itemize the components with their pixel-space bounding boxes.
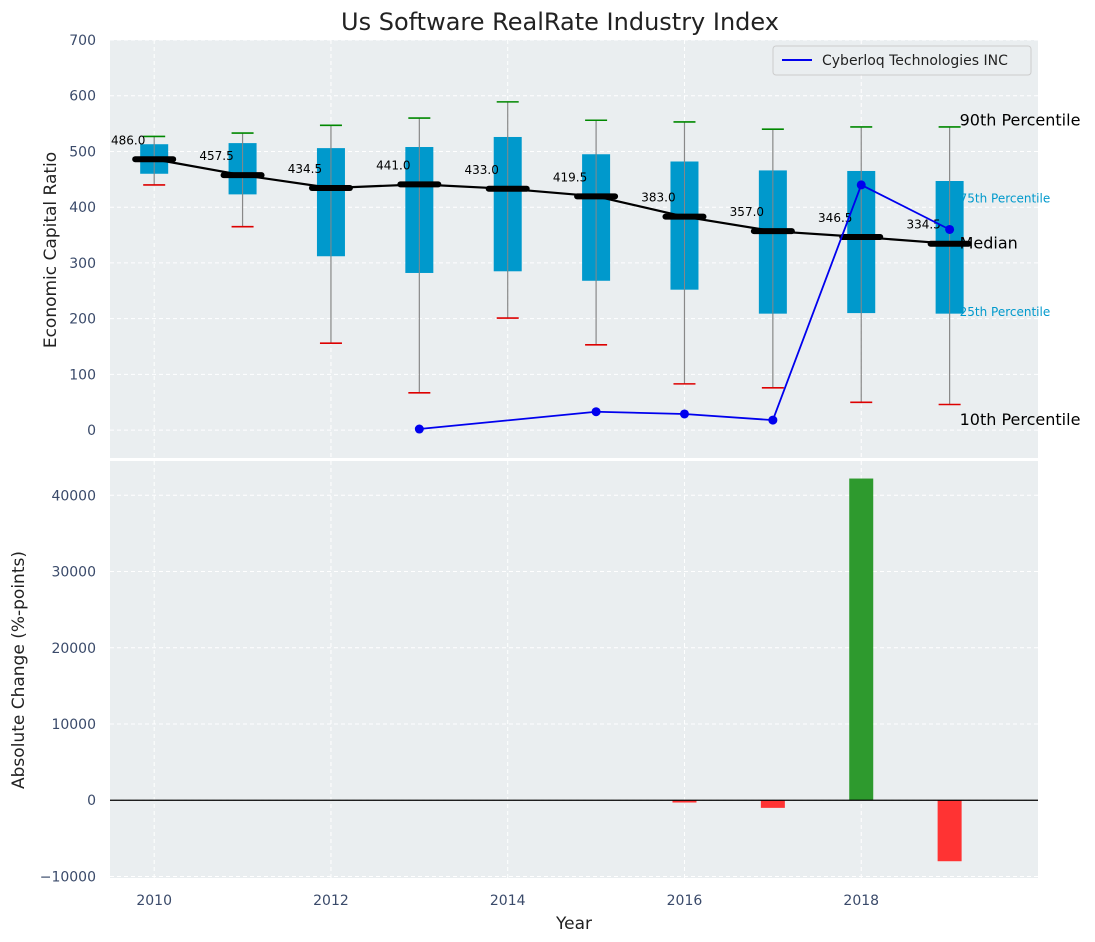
change-bars [672,478,962,862]
median-value-label: 334.5 [906,218,940,232]
top-y-tick: 500 [69,144,96,160]
percentile-label-p90: 90th Percentile [960,110,1081,129]
median-value-label: 441.0 [376,158,410,172]
bottom-plot-area [110,461,1038,878]
x-tick: 2014 [490,893,526,909]
bottom-y-tick: −10000 [40,869,96,885]
top-y-tick: 700 [69,33,96,49]
median-polyline [153,158,950,245]
x-tick-labels: 2010 2012 2014 2016 2018 [136,893,879,909]
bottom-y-tick: 0 [87,793,96,809]
top-y-axis-label: Economic Capital Ratio [41,152,61,348]
top-plot-area [110,40,1038,458]
chart-title: Us Software RealRate Industry Index [341,8,779,36]
median-value-label: 486.0 [111,133,145,147]
negative-change-bar [672,800,697,803]
company-point [591,407,601,417]
box-series [140,101,964,406]
percentile-label-p10: 10th Percentile [960,410,1081,429]
top-y-tick: 200 [69,312,96,328]
median-value-label: 383.0 [641,191,675,205]
median-value-label: 434.5 [288,162,322,176]
bottom-gridlines [110,461,1038,878]
median-line: 486.0 457.5 434.5 441.0 433.0 419.5 383.0 357.0… [111,133,972,247]
bottom-y-tick: 20000 [51,641,96,657]
percentile-label-p75: 75th Percentile [960,192,1051,206]
legend-entry-company: Cyberloq Technologies INC [822,53,1008,69]
x-tick: 2012 [313,893,349,909]
median-value-label: 346.5 [818,211,852,225]
company-point [945,224,955,234]
median-value-label: 433.0 [465,163,499,177]
bottom-panel: −10000 0 10000 20000 30000 40000 2010 2012 2014… [9,461,1038,934]
top-y-tick: 400 [69,200,96,216]
bottom-y-tick-labels: −10000 0 10000 20000 30000 40000 [40,488,96,885]
legend-box [772,45,1032,76]
bottom-y-tick: 40000 [51,488,96,504]
top-y-tick-labels: 0 100 200 300 400 500 600 700 [69,33,96,439]
x-axis-label: Year [555,914,592,934]
top-y-tick: 600 [69,89,96,105]
x-tick: 2018 [843,893,879,909]
bottom-y-axis-label: Absolute Change (%-points) [9,551,29,789]
positive-change-bar [849,478,874,801]
x-tick: 2010 [136,893,172,909]
company-polyline [419,183,951,430]
top-gridlines [110,39,1038,458]
company-point [679,409,689,419]
company-point [768,415,778,425]
percentile-label-p25: 25th Percentile [960,305,1051,319]
bottom-y-tick: 30000 [51,565,96,581]
x-tick: 2016 [667,893,703,909]
legend: Cyberloq Technologies INC [772,45,1032,76]
top-y-tick: 0 [87,423,96,439]
top-y-tick: 300 [69,256,96,272]
percentile-label-median: Median [960,234,1018,253]
median-value-label: 419.5 [553,170,587,184]
company-point [856,180,866,190]
median-value-label: 457.5 [199,149,233,163]
top-panel: 0 100 200 300 400 500 600 700 486.0 457.5 434.5 44… [41,33,1080,458]
negative-change-bar [937,800,962,862]
negative-change-bar [760,800,785,808]
percentile-labels: 90th Percentile 75th Percentile Median 25th… [960,110,1081,429]
top-y-tick: 100 [69,367,96,383]
median-value-label: 357.0 [730,205,764,219]
bottom-y-tick: 10000 [51,717,96,733]
company-point [414,424,424,434]
company-series [414,180,955,434]
